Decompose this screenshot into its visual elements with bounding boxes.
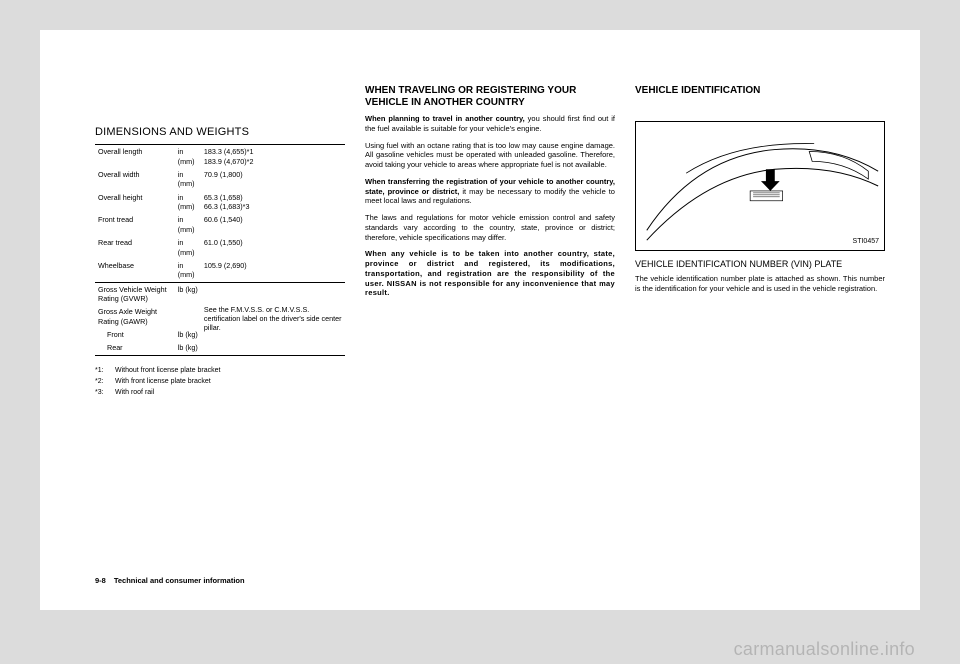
note-text: With roof rail — [115, 388, 154, 397]
note-label: *3: — [95, 388, 115, 397]
cell — [175, 305, 201, 328]
cell: Rear — [95, 341, 175, 354]
cell: 61.0 (1,550) — [201, 236, 345, 259]
cell: Front — [95, 328, 175, 341]
watermark: carmanualsonline.info — [734, 639, 915, 660]
cell: Gross Vehicle Weight Rating (GVWR) — [95, 282, 175, 305]
table-footnotes: *1:Without front license plate bracket *… — [95, 366, 345, 397]
cell: lb (kg) — [175, 341, 201, 354]
section-heading-travel: WHEN TRAVELING OR REGISTERING YOUR VEHIC… — [365, 85, 615, 108]
paragraph: The laws and regulations for motor vehic… — [365, 213, 615, 242]
note-text: Without front license plate bracket — [115, 366, 220, 375]
cell: in (mm) — [175, 191, 201, 214]
cell: Rear tread — [95, 236, 175, 259]
subsection-heading-vin-plate: VEHICLE IDENTIFICATION NUMBER (VIN) PLAT… — [635, 259, 885, 270]
cell: Overall length — [95, 145, 175, 168]
cell: lb (kg) — [175, 282, 201, 305]
vin-plate-figure: STI0457 — [635, 121, 885, 251]
cell: in (mm) — [175, 259, 201, 282]
section-name: Technical and consumer information — [114, 576, 245, 585]
column-3: VEHICLE IDENTIFICATION STI0457 VEHICLE I… — [635, 85, 885, 545]
dimensions-table: Overall lengthin (mm)183.3 (4,655)*1 183… — [95, 144, 345, 355]
cell: 105.9 (2,690) — [201, 259, 345, 282]
cell: lb (kg) — [175, 328, 201, 341]
cell: in (mm) — [175, 236, 201, 259]
note-text: With front license plate bracket — [115, 377, 211, 386]
note-label: *2: — [95, 377, 115, 386]
page-number: 9-8 — [95, 576, 106, 585]
cell: Wheelbase — [95, 259, 175, 282]
section-heading-vin: VEHICLE IDENTIFICATION — [635, 85, 885, 97]
paragraph: The vehicle identification number plate … — [635, 274, 885, 294]
manual-page: DIMENSIONS AND WEIGHTS Overall lengthin … — [40, 30, 920, 610]
cell: Overall width — [95, 168, 175, 191]
vehicle-illustration-icon — [636, 122, 884, 250]
bold-span: When planning to travel in another count… — [365, 114, 525, 123]
figure-label: STI0457 — [853, 237, 879, 246]
paragraph: When transferring the registration of yo… — [365, 177, 615, 206]
cell: in (mm) — [175, 168, 201, 191]
cell: See the F.M.V.S.S. or C.M.V.S.S. certifi… — [201, 282, 345, 355]
cell: in (mm) — [175, 145, 201, 168]
cell: 60.6 (1,540) — [201, 213, 345, 236]
section-heading-dimensions: DIMENSIONS AND WEIGHTS — [95, 125, 345, 139]
paragraph: Using fuel with an octane rating that is… — [365, 141, 615, 170]
paragraph: When planning to travel in another count… — [365, 114, 615, 134]
cell: Overall height — [95, 191, 175, 214]
column-1: DIMENSIONS AND WEIGHTS Overall lengthin … — [95, 85, 345, 545]
page-footer: 9-8 Technical and consumer information — [95, 576, 245, 585]
cell: 70.9 (1,800) — [201, 168, 345, 191]
cell: 65.3 (1,658) 66.3 (1,683)*3 — [201, 191, 345, 214]
note-label: *1: — [95, 366, 115, 375]
cell: Gross Axle Weight Rating (GAWR) — [95, 305, 175, 328]
cell: in (mm) — [175, 213, 201, 236]
paragraph: When any vehicle is to be taken into ano… — [365, 249, 615, 298]
column-2: WHEN TRAVELING OR REGISTERING YOUR VEHIC… — [365, 85, 615, 545]
columns: DIMENSIONS AND WEIGHTS Overall lengthin … — [95, 85, 885, 545]
cell: 183.3 (4,655)*1 183.9 (4,670)*2 — [201, 145, 345, 168]
cell: Front tread — [95, 213, 175, 236]
